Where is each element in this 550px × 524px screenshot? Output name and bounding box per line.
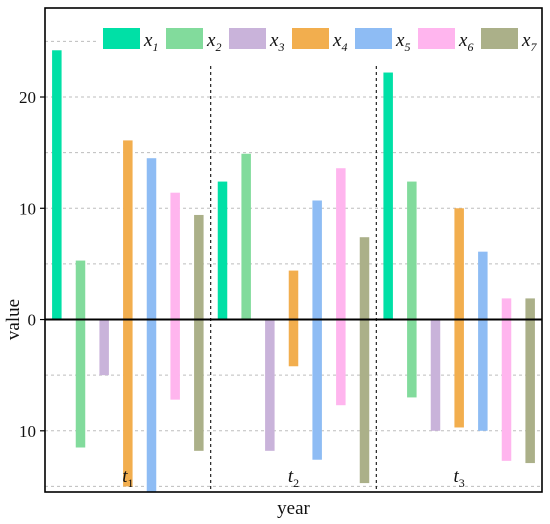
bar xyxy=(52,50,62,320)
bar xyxy=(336,168,346,406)
bar xyxy=(525,298,535,464)
bar xyxy=(75,260,86,448)
bar xyxy=(194,214,204,451)
bar xyxy=(146,158,157,492)
bar xyxy=(359,237,370,484)
y-tick-label: 10 xyxy=(19,199,36,218)
legend-swatch xyxy=(355,28,392,49)
grid-lines xyxy=(45,40,542,487)
group-dividers xyxy=(210,66,377,492)
y-ticks: 20 10 0 10 xyxy=(19,88,45,441)
legend-swatch xyxy=(481,28,518,49)
y-tick-label: 10 xyxy=(19,422,36,441)
legend-swatch xyxy=(292,28,329,49)
bar xyxy=(241,153,251,320)
bar xyxy=(407,181,417,398)
bar xyxy=(312,200,322,460)
legend-swatch xyxy=(418,28,455,49)
group-label: t2 xyxy=(288,466,299,490)
bar xyxy=(123,140,133,487)
y-tick-label: 20 xyxy=(19,88,36,107)
x-axis-title: year xyxy=(277,498,310,519)
bars xyxy=(52,50,535,492)
bar xyxy=(288,270,299,367)
group-labels: t1 t2 t3 xyxy=(122,466,465,490)
bar xyxy=(383,72,393,320)
legend: x1 x2 x3 x4 x5 x6 x7 xyxy=(96,20,540,60)
bar xyxy=(170,192,180,400)
bar xyxy=(501,298,512,461)
y-axis-title: value xyxy=(3,299,24,340)
bar xyxy=(478,251,488,431)
legend-swatch xyxy=(103,28,140,49)
bar xyxy=(217,181,228,320)
bar xyxy=(430,319,441,431)
bar xyxy=(265,319,275,451)
bar xyxy=(454,208,464,428)
y-tick-label: 0 xyxy=(28,311,37,330)
plot-frame xyxy=(44,7,543,493)
legend-swatch xyxy=(166,28,203,49)
bar xyxy=(99,319,109,376)
group-label: t1 xyxy=(122,466,133,490)
group-label: t3 xyxy=(454,466,465,490)
legend-swatch xyxy=(229,28,266,49)
